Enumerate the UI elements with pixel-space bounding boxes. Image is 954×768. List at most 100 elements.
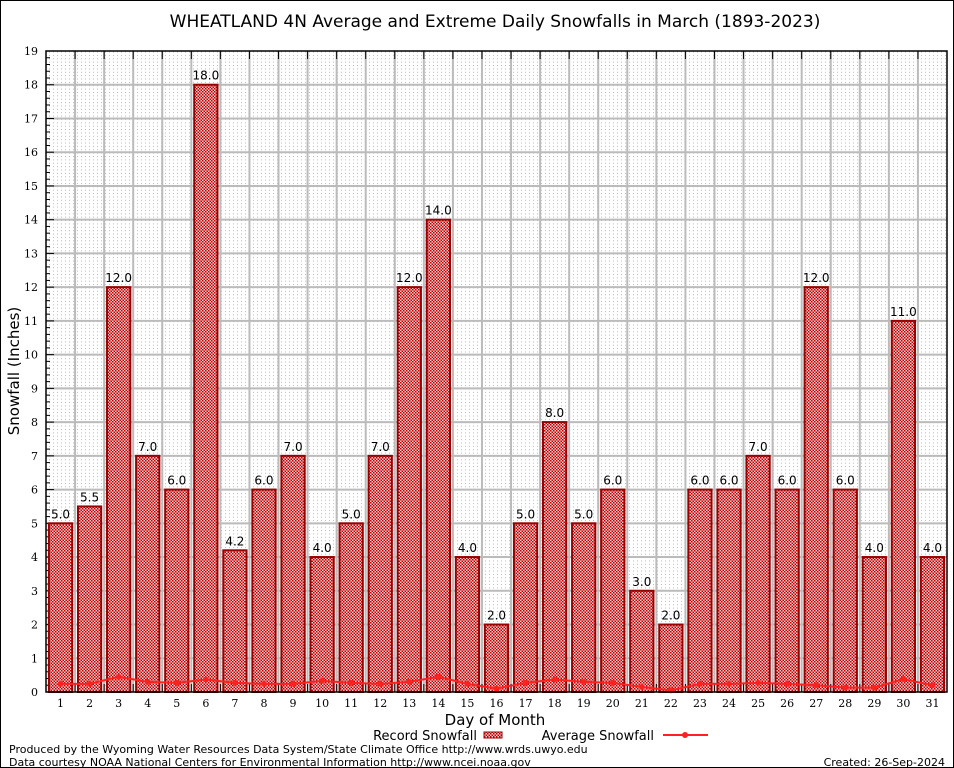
- average-point-day-4: [144, 678, 151, 685]
- average-point-day-24: [726, 680, 733, 687]
- bar-record-day-8: [251, 488, 277, 693]
- y-tick-label: 0: [31, 686, 38, 699]
- average-point-day-10: [319, 677, 326, 684]
- y-tick-label: 6: [31, 484, 38, 497]
- bar-record-day-17: [512, 522, 539, 693]
- bar-record-day-3: [106, 286, 132, 693]
- y-tick-label: 19: [24, 45, 38, 58]
- x-tick-label: 2: [86, 697, 93, 710]
- bar-record-day-7: [222, 549, 248, 693]
- average-point-day-27: [813, 682, 820, 689]
- x-tick-label: 14: [431, 697, 445, 710]
- y-axis-label: Snowfall (Inches): [5, 307, 23, 435]
- bar-data-label: 4.0: [313, 541, 332, 555]
- average-point-day-15: [464, 680, 471, 687]
- y-tick-label: 10: [24, 349, 38, 362]
- y-tick-label: 17: [24, 112, 38, 125]
- average-point-day-2: [86, 680, 93, 687]
- bar-data-label: 5.0: [516, 507, 535, 521]
- y-tick-label: 14: [24, 214, 38, 227]
- bar-data-label: 6.0: [167, 474, 186, 488]
- y-tick-label: 9: [31, 382, 38, 395]
- average-point-day-19: [580, 678, 587, 685]
- average-point-day-3: [115, 673, 122, 680]
- bar-data-label: 18.0: [192, 69, 219, 83]
- x-tick-label: 3: [115, 697, 122, 710]
- legend: Record Snowfall Average Snowfall: [373, 729, 708, 744]
- bar-data-label: 4.0: [923, 541, 942, 555]
- bar-record-day-13: [396, 286, 422, 693]
- x-tick-label: 29: [867, 697, 881, 710]
- chart-title: WHEATLAND 4N Average and Extreme Daily S…: [170, 12, 821, 32]
- footer-created: Created: 26-Sep-2024: [824, 756, 945, 768]
- bar-data-label: 7.0: [138, 440, 157, 454]
- average-point-day-16: [493, 685, 500, 692]
- bar-record-day-16: [483, 623, 510, 693]
- x-tick-label: 8: [260, 697, 267, 710]
- y-tick-label: 1: [31, 652, 38, 665]
- bar-data-label: 12.0: [105, 271, 132, 285]
- x-tick-label: 18: [548, 697, 562, 710]
- bar-data-label: 7.0: [749, 440, 768, 454]
- bar-data-label: 4.2: [225, 534, 244, 548]
- bar-record-day-5: [164, 488, 190, 693]
- bar-record-day-11: [338, 522, 364, 693]
- bar-record-day-26: [774, 488, 800, 693]
- bar-record-day-19: [571, 522, 597, 693]
- average-point-day-13: [406, 678, 413, 685]
- bar-data-label: 7.0: [284, 440, 303, 454]
- x-tick-label: 16: [490, 697, 504, 710]
- bar-data-label: 5.0: [574, 507, 593, 521]
- average-point-day-26: [784, 680, 791, 687]
- bar-data-label: 14.0: [425, 204, 452, 218]
- bar-data-label: 11.0: [890, 305, 917, 319]
- average-point-day-17: [522, 679, 529, 686]
- x-tick-label: 1: [57, 697, 64, 710]
- bar-data-label: 2.0: [487, 609, 506, 623]
- legend-label-average: Average Snowfall: [542, 729, 654, 744]
- bar-record-day-22: [658, 623, 684, 693]
- bar-record-day-27: [803, 286, 829, 693]
- average-point-day-11: [348, 679, 355, 686]
- x-tick-label: 25: [751, 697, 765, 710]
- average-point-day-12: [377, 680, 384, 687]
- x-tick-label: 6: [202, 697, 209, 710]
- average-point-day-6: [202, 676, 209, 683]
- x-tick-label: 31: [925, 697, 939, 710]
- x-tick-label: 4: [144, 697, 151, 710]
- x-tick-label: 20: [606, 697, 620, 710]
- bar-record-day-15: [454, 556, 481, 693]
- x-tick-label: 9: [290, 697, 297, 710]
- bar-data-label: 12.0: [396, 271, 423, 285]
- average-point-day-28: [842, 684, 849, 691]
- bar-record-day-9: [280, 454, 306, 693]
- bar-data-label: 3.0: [632, 575, 651, 589]
- bar-data-label: 8.0: [545, 406, 564, 420]
- bar-record-day-4: [135, 454, 161, 693]
- bar-data-label: 6.0: [254, 474, 273, 488]
- y-tick-label: 7: [31, 450, 38, 463]
- average-point-day-7: [231, 679, 238, 686]
- x-tick-label: 23: [693, 697, 707, 710]
- x-tick-label: 26: [780, 697, 794, 710]
- bar-record-day-25: [745, 454, 771, 693]
- y-tick-label: 12: [24, 281, 38, 294]
- average-point-day-1: [57, 680, 64, 687]
- y-tick-label: 11: [24, 315, 38, 328]
- plot-frame: [45, 50, 948, 693]
- footer-data-courtesy: Data courtesy NOAA National Centers for …: [9, 756, 531, 768]
- average-point-day-14: [435, 673, 442, 680]
- average-point-day-23: [696, 680, 703, 687]
- x-tick-label: 15: [460, 697, 474, 710]
- average-point-day-18: [551, 676, 558, 683]
- legend-label-record: Record Snowfall: [373, 729, 477, 744]
- y-tick-label: 4: [31, 551, 38, 564]
- y-tick-label: 2: [31, 619, 38, 632]
- bar-record-day-12: [367, 454, 393, 693]
- bar-data-label: 6.0: [603, 474, 622, 488]
- x-tick-label: 7: [231, 697, 238, 710]
- x-tick-label: 21: [635, 697, 649, 710]
- bar-data-label: 6.0: [836, 474, 855, 488]
- bar-record-day-1: [47, 522, 74, 693]
